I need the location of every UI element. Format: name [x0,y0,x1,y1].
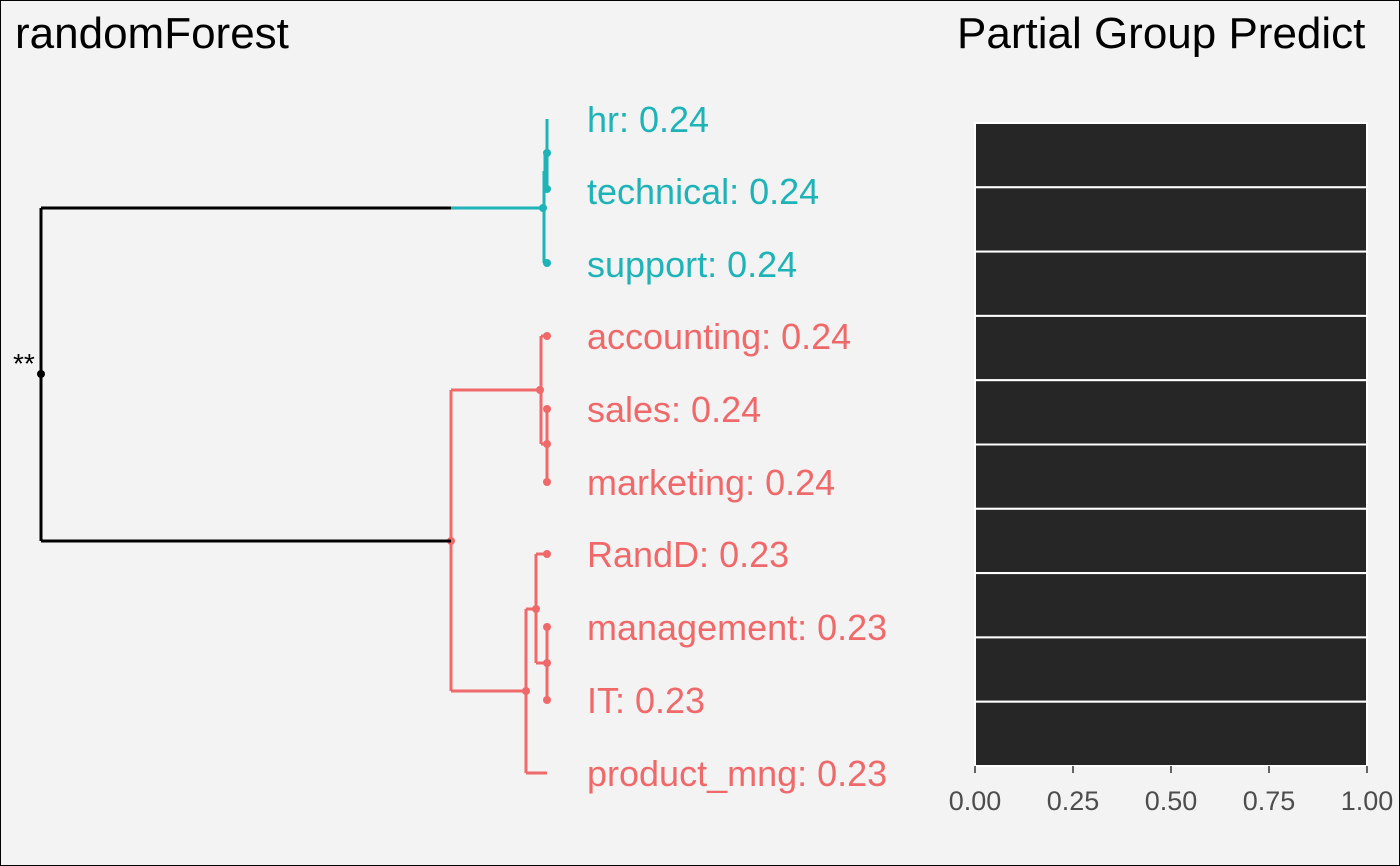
bar-product_mng [974,700,1368,768]
node-a-4 [543,259,551,267]
bar-support [974,250,1368,317]
leaf-label-product_mng: product_mng: 0.23 [587,753,887,794]
xtick-label-4: 1.00 [1341,786,1394,816]
node-b-5 [536,386,544,394]
node-b-2 [543,405,551,413]
node-b-1 [543,332,551,340]
leaf-label-support: support: 0.24 [587,244,797,285]
dendrogram: ** hr: 0.24 technical: 0.24 support: 0.24 ac… [13,99,887,794]
bar-RandD [974,507,1368,575]
dendrogram-title: randomForest [15,9,289,58]
node-b-11 [522,687,530,695]
leaf-label-marketing: marketing: 0.24 [587,462,835,503]
leaf-label-technical: technical: 0.24 [587,171,819,212]
bar-chart-title: Partial Group Predict [957,9,1366,58]
node-b-8 [543,659,551,667]
leaf-label-sales: sales: 0.24 [587,389,761,430]
leaf-label-management: management: 0.23 [587,607,887,648]
node-b-10 [532,605,540,613]
node-root [37,370,45,378]
bar-sales [974,379,1368,446]
node-b-9 [543,696,551,704]
node-a-3 [539,204,547,212]
xtick-label-2: 0.50 [1145,786,1198,816]
node-b-7 [543,623,551,631]
leaf-label-RandD: RandD: 0.23 [587,534,789,575]
node-b-6 [543,550,551,558]
root-significance-label: ** [13,348,35,379]
xtick-label-0: 0.00 [949,786,1002,816]
leaf-label-hr: hr: 0.24 [587,99,709,140]
bar-technical [974,186,1368,253]
leaf-label-accounting: accounting: 0.24 [587,316,851,357]
bar-hr [974,122,1368,189]
bar-management [974,572,1368,639]
node-b-3 [543,440,551,448]
bar-IT [974,636,1368,703]
node-a-2 [543,185,551,193]
leaf-label-IT: IT: 0.23 [587,680,705,721]
node-a-1 [543,149,551,157]
node-b-4 [543,478,551,486]
bar-accounting [974,314,1368,382]
xtick-label-3: 0.75 [1243,786,1296,816]
xtick-label-1: 0.25 [1047,786,1100,816]
bar-chart: 0.00 0.25 0.50 0.75 1.00 [949,122,1394,816]
bar-marketing [974,443,1368,510]
